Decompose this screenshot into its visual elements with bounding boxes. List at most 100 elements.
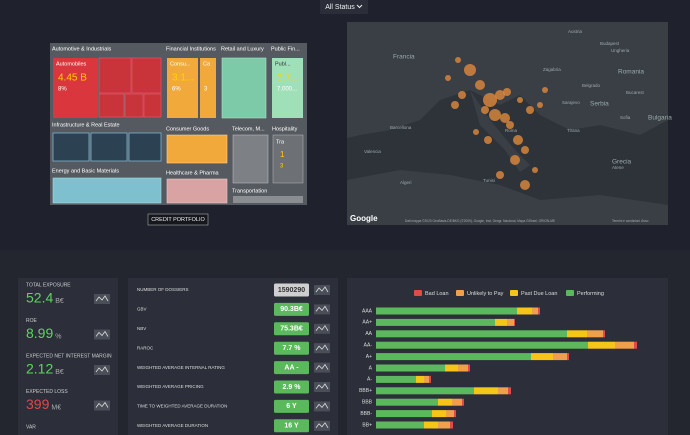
tile xyxy=(98,57,132,94)
map-marker[interactable] xyxy=(455,57,461,63)
map-attribution: Dati mappa ©2020 GeoBasis-DE/BKG (©2009)… xyxy=(405,219,555,223)
metric-badge xyxy=(274,399,309,413)
trend-icon xyxy=(315,344,329,351)
bar-segment xyxy=(531,353,553,361)
metric-label: RAROC xyxy=(137,345,154,350)
bar-segment xyxy=(432,410,446,418)
tile xyxy=(124,93,144,118)
trend-button[interactable] xyxy=(314,323,330,334)
group-label: Financial Institutions xyxy=(166,46,216,52)
map-marker[interactable] xyxy=(483,93,497,107)
map-label: Belgrado xyxy=(582,83,601,88)
map-marker[interactable] xyxy=(503,88,511,96)
map-marker[interactable] xyxy=(489,109,501,121)
map-marker[interactable] xyxy=(506,121,514,129)
map-marker[interactable] xyxy=(520,180,530,190)
trend-button[interactable] xyxy=(314,343,330,354)
map-marker[interactable] xyxy=(473,129,479,135)
status-label[interactable]: All Status xyxy=(325,4,355,11)
trend-button[interactable] xyxy=(314,382,330,392)
kpi-label: VAR xyxy=(26,424,36,430)
metric-label: NBV xyxy=(137,326,146,331)
map-marker[interactable] xyxy=(537,102,543,108)
treemap: Automotive & Industrials Financial Insti… xyxy=(50,43,307,205)
status-dropdown[interactable] xyxy=(320,0,368,14)
trend-icon xyxy=(315,422,329,429)
bar-segment xyxy=(462,398,464,406)
map: Francia Austria Ungheria Budapest Romania Buc… xyxy=(347,22,672,225)
bar-segment xyxy=(517,307,532,315)
button-label[interactable]: CREDIT PORTFOLIO xyxy=(151,217,205,223)
metric-label: TIME TO WEIGHTED AVERAGE DURATION xyxy=(137,404,227,409)
metric-badge xyxy=(274,361,309,375)
category-label: AA+ xyxy=(362,320,372,326)
map-marker[interactable] xyxy=(458,91,466,99)
map-marker[interactable] xyxy=(475,80,485,90)
map-label: Barcellona xyxy=(390,125,412,130)
trend-button[interactable] xyxy=(314,420,330,431)
trend-button[interactable] xyxy=(94,365,110,375)
map-label: Bulgaria xyxy=(648,115,672,122)
tile-value: 3.7... xyxy=(277,73,299,84)
map-logo: Google xyxy=(350,214,378,223)
trend-button[interactable] xyxy=(94,329,110,340)
trend-icon xyxy=(315,325,329,332)
legend-swatch xyxy=(566,290,574,296)
map-label: Tirana xyxy=(567,128,580,133)
bar-segment xyxy=(376,307,517,315)
group-label: Transportation xyxy=(232,188,267,194)
group-label: Infrastructure & Real Estate xyxy=(52,122,120,128)
bar-segment xyxy=(376,410,432,418)
bar-segment xyxy=(538,307,540,315)
trend-icon xyxy=(95,401,109,408)
trend-button[interactable] xyxy=(314,362,330,373)
trend-button[interactable] xyxy=(94,400,110,411)
map-marker[interactable] xyxy=(445,75,451,81)
category-label: AA xyxy=(365,331,372,337)
bar-segment xyxy=(474,387,498,395)
map-marker[interactable] xyxy=(513,135,523,145)
map-marker[interactable] xyxy=(464,64,476,76)
map-marker[interactable] xyxy=(496,171,504,179)
trend-button[interactable] xyxy=(94,294,110,304)
trend-button[interactable] xyxy=(314,285,330,295)
bar-segment xyxy=(376,341,588,349)
land xyxy=(347,22,668,138)
tile xyxy=(232,134,269,184)
map-marker[interactable] xyxy=(521,146,529,154)
trend-icon xyxy=(315,286,329,293)
map-label: Valencia xyxy=(364,149,381,154)
map-marker[interactable] xyxy=(532,167,538,173)
kpi-unit: B€ xyxy=(55,369,64,376)
map-marker[interactable] xyxy=(481,106,489,114)
bar-segment xyxy=(424,421,438,429)
trend-button[interactable] xyxy=(314,304,330,315)
map-marker[interactable] xyxy=(484,136,492,144)
group-label: Energy and Basic Materials xyxy=(52,168,119,174)
trend-icon xyxy=(315,363,329,370)
map-marker[interactable] xyxy=(500,113,510,123)
credit-portfolio-button[interactable] xyxy=(147,213,209,226)
land xyxy=(470,90,530,172)
category-label: AAA xyxy=(362,308,373,314)
map-label: Atene xyxy=(612,165,624,170)
map-marker[interactable] xyxy=(542,87,548,93)
metric-label: WEIGHTED AVERAGE DURATION xyxy=(137,423,208,428)
map-marker[interactable] xyxy=(510,155,520,165)
metric-value: 2.9 % xyxy=(283,384,302,391)
map-marker[interactable] xyxy=(495,90,505,100)
trend-button[interactable] xyxy=(314,401,330,412)
map-marker[interactable] xyxy=(526,106,534,114)
map-label: Budapest xyxy=(600,41,620,46)
kpi-value: 8.99 xyxy=(26,325,53,341)
kpi-value: 399 xyxy=(26,396,50,412)
map-terms[interactable]: Termini e condizioni d'uso xyxy=(612,219,649,223)
kpi-label: TOTAL EXPOSURE xyxy=(26,282,71,288)
map-marker[interactable] xyxy=(517,97,523,103)
bar-segment xyxy=(508,387,511,395)
category-label: BBB+ xyxy=(359,388,372,394)
tile-name: Ca xyxy=(203,61,211,67)
map-marker[interactable] xyxy=(451,101,459,109)
